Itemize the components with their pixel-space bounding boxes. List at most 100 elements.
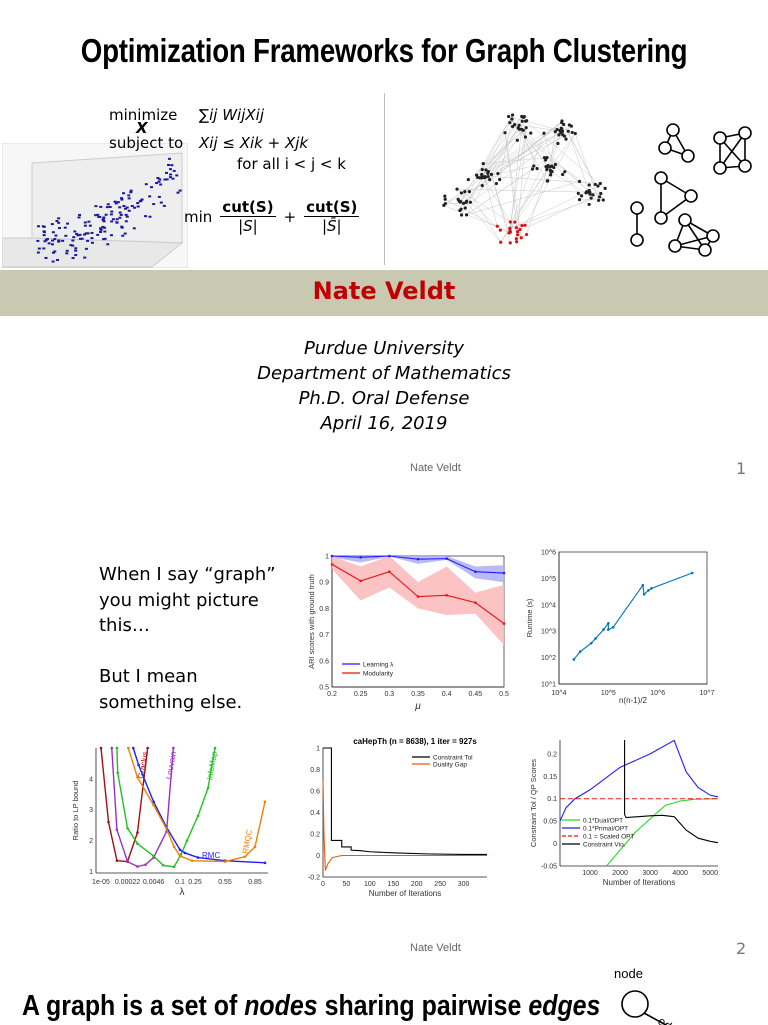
data-point bbox=[331, 555, 334, 558]
y-tick-label: 0.5 bbox=[319, 685, 329, 692]
y-tick-label: 0.7 bbox=[319, 632, 329, 639]
y-tick-label: 10^1 bbox=[541, 682, 556, 689]
data-point bbox=[474, 570, 477, 573]
x-tick-label: 0.85 bbox=[248, 879, 262, 886]
data-point bbox=[417, 595, 420, 598]
y-tick-label: 0.4 bbox=[310, 810, 320, 817]
data-point bbox=[691, 572, 694, 575]
y-axis-label: Constraint Tol / QP Scores bbox=[529, 759, 538, 847]
data-point bbox=[127, 747, 130, 750]
data-point bbox=[186, 839, 189, 842]
x-tick-label: 0.35 bbox=[411, 691, 425, 698]
x-axis-label: n(n-1)/2 bbox=[619, 696, 648, 705]
x-tick-label: 0.45 bbox=[469, 691, 483, 698]
x-tick-label: 0 bbox=[321, 881, 325, 888]
x-tick-label: 1e-05 bbox=[92, 879, 110, 886]
data-point bbox=[602, 628, 605, 631]
y-tick-label: 3 bbox=[89, 807, 93, 814]
data-point bbox=[254, 845, 257, 848]
x-tick-label: 3000 bbox=[642, 870, 658, 877]
data-point bbox=[162, 864, 165, 867]
x-tick-label: 0.00022 bbox=[115, 879, 140, 886]
x-tick-label: 0.1 bbox=[175, 879, 185, 886]
y-axis-label: Runtime (s) bbox=[525, 598, 534, 637]
y-tick-label: 0 bbox=[316, 853, 320, 860]
x-tick-label: 10^6 bbox=[650, 690, 665, 697]
y-tick-label: 10^5 bbox=[541, 576, 556, 583]
data-point bbox=[207, 787, 210, 790]
series-line bbox=[323, 780, 487, 870]
data-point bbox=[172, 747, 175, 750]
series-label: RMC bbox=[202, 851, 220, 860]
y-tick-label: 0.8 bbox=[310, 767, 320, 774]
data-point bbox=[331, 563, 334, 566]
data-point bbox=[643, 593, 646, 596]
x-tick-label: 0.2 bbox=[327, 691, 337, 698]
data-point bbox=[445, 594, 448, 597]
data-point bbox=[642, 584, 645, 587]
data-point bbox=[647, 589, 650, 592]
data-point bbox=[264, 800, 267, 803]
series-label: Louvain bbox=[164, 751, 178, 780]
data-point bbox=[573, 658, 576, 661]
data-point bbox=[132, 747, 135, 750]
y-tick-label: 0.6 bbox=[310, 789, 320, 796]
data-point bbox=[173, 866, 176, 869]
y-tick-label: 10^6 bbox=[541, 550, 556, 557]
x-tick-label: 100 bbox=[364, 881, 376, 888]
y-tick-label: 0.8 bbox=[319, 606, 329, 613]
legend-label: Duality Gap bbox=[433, 762, 467, 769]
data-point bbox=[184, 852, 187, 855]
series-label: Graclus bbox=[136, 751, 150, 780]
data-point bbox=[264, 862, 267, 865]
data-point bbox=[612, 626, 615, 629]
data-point bbox=[359, 580, 362, 583]
legend-label: 0.1*Primal/OPT bbox=[583, 826, 628, 833]
series-label: InfoMap bbox=[205, 750, 219, 781]
data-point bbox=[152, 855, 155, 858]
x-tick-label: 5000 bbox=[702, 870, 718, 877]
y-tick-label: 0.05 bbox=[543, 819, 557, 826]
x-tick-label: 2000 bbox=[612, 870, 628, 877]
x-axis-label: μ bbox=[414, 701, 421, 712]
data-point bbox=[191, 859, 194, 862]
x-tick-label: 0.4 bbox=[442, 691, 452, 698]
x-tick-label: 300 bbox=[458, 881, 470, 888]
y-tick-label: 10^4 bbox=[541, 602, 556, 609]
x-tick-label: 0.3 bbox=[384, 691, 394, 698]
x-tick-label: 0.55 bbox=[218, 879, 232, 886]
data-point bbox=[179, 855, 182, 858]
data-point bbox=[146, 747, 149, 750]
data-point bbox=[116, 771, 119, 774]
data-point bbox=[607, 628, 610, 631]
data-point bbox=[110, 747, 113, 750]
y-tick-label: 0.6 bbox=[319, 658, 329, 665]
x-axis-label: Number of Iterations bbox=[369, 889, 441, 898]
data-point bbox=[136, 831, 139, 834]
data-point bbox=[579, 650, 582, 653]
data-point bbox=[126, 827, 129, 830]
plot-frame bbox=[559, 552, 707, 684]
data-point bbox=[359, 556, 362, 559]
x-tick-label: 10^5 bbox=[601, 690, 616, 697]
y-tick-label: 1 bbox=[325, 554, 329, 561]
x-tick-label: 4000 bbox=[672, 870, 688, 877]
x-tick-label: 1000 bbox=[582, 870, 598, 877]
data-point bbox=[144, 863, 147, 866]
legend-label: Modularity bbox=[363, 671, 394, 678]
data-point bbox=[179, 849, 182, 852]
data-point bbox=[214, 747, 217, 750]
x-tick-label: 150 bbox=[387, 881, 399, 888]
y-tick-label: 4 bbox=[89, 776, 93, 783]
chart-title: caHepTh (n = 8638), 1 iter = 927s bbox=[353, 737, 477, 746]
data-point bbox=[197, 815, 200, 818]
y-tick-label: 0.1 bbox=[547, 796, 557, 803]
x-tick-label: 0.25 bbox=[354, 691, 368, 698]
y-tick-label: 0 bbox=[553, 841, 557, 848]
data-point bbox=[165, 827, 168, 830]
data-point bbox=[116, 828, 119, 831]
y-tick-label: 0.2 bbox=[547, 751, 557, 758]
